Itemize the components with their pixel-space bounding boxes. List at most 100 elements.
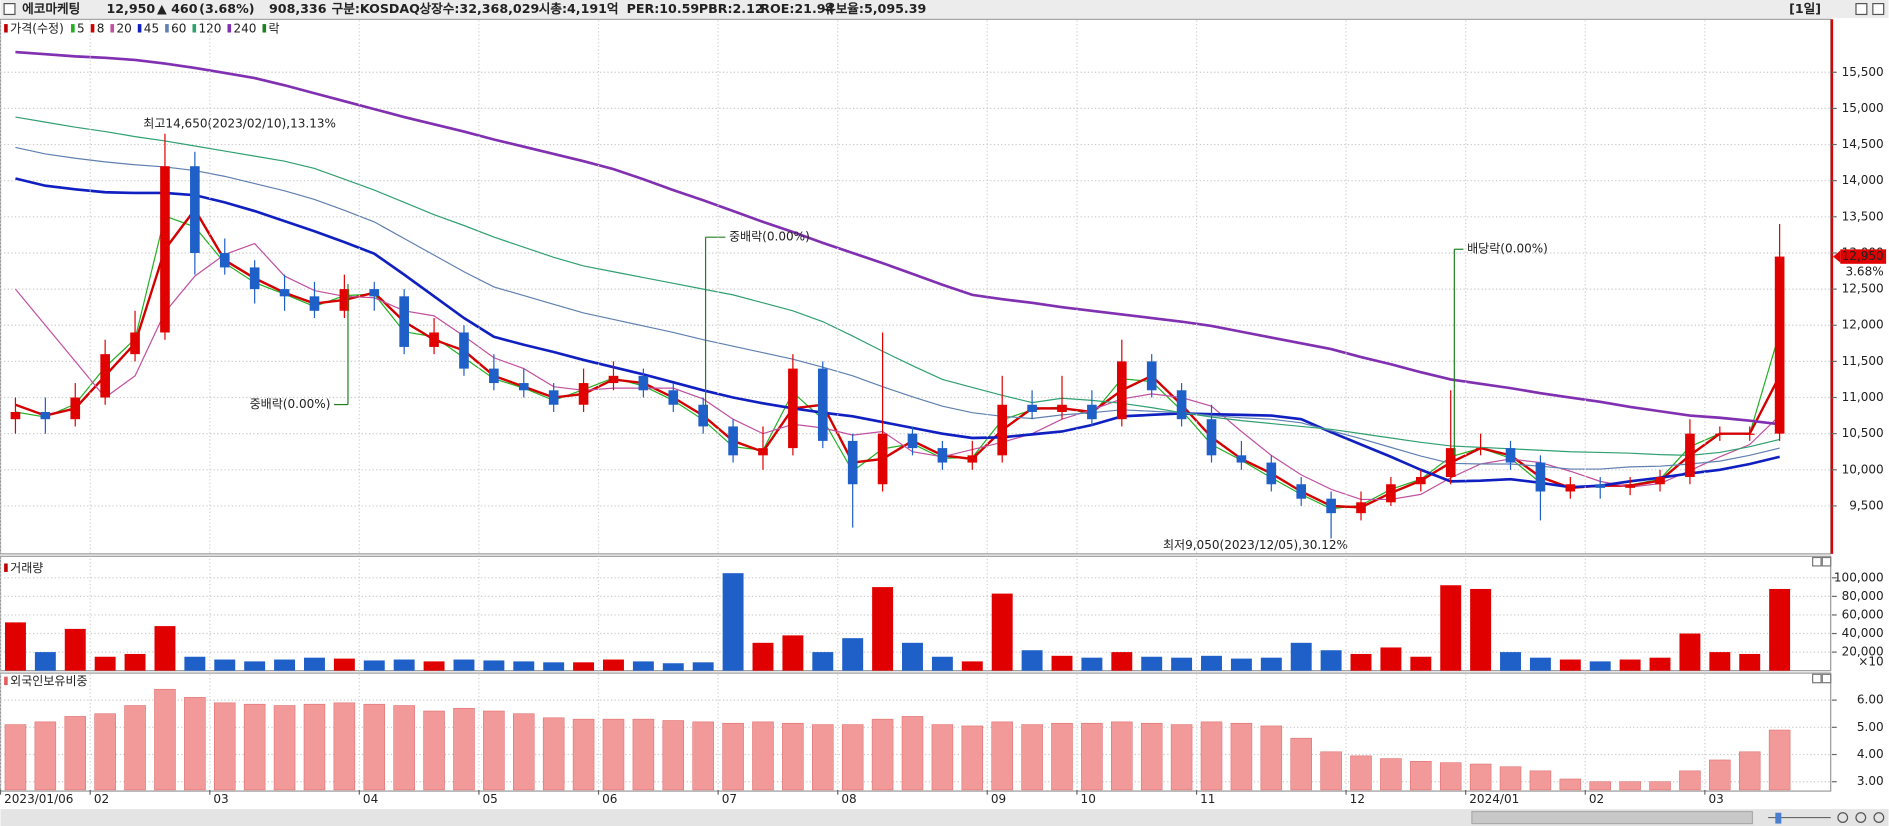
bar bbox=[453, 659, 475, 671]
annotation: 최저9,050(2023/12/05),30.12% bbox=[1163, 538, 1348, 552]
candle-body bbox=[1744, 433, 1755, 435]
bar bbox=[931, 724, 954, 791]
bar bbox=[1201, 655, 1222, 671]
x-tick-label: 02 bbox=[1589, 792, 1604, 806]
bar bbox=[4, 622, 26, 671]
bar bbox=[34, 652, 56, 671]
bar bbox=[333, 658, 355, 671]
bar bbox=[1320, 751, 1342, 791]
bar bbox=[303, 657, 325, 671]
bar bbox=[901, 716, 924, 791]
y-tick-label: 4.00 bbox=[1857, 747, 1884, 761]
bar bbox=[363, 703, 386, 791]
bar bbox=[692, 721, 714, 791]
legend-swatch bbox=[227, 24, 232, 33]
bar bbox=[1559, 778, 1582, 791]
scroll-thumb[interactable] bbox=[1471, 810, 1754, 825]
legend-swatch bbox=[137, 24, 142, 33]
panel-button[interactable] bbox=[1821, 556, 1832, 567]
bar bbox=[1679, 770, 1701, 791]
x-tick-label: 04 bbox=[363, 792, 378, 806]
header-reserve: 유보율:5,095.39 bbox=[824, 1, 926, 16]
bar bbox=[124, 653, 146, 671]
bar bbox=[603, 659, 624, 671]
candle-body bbox=[1595, 484, 1606, 488]
bar bbox=[1141, 656, 1163, 671]
panel-button[interactable] bbox=[1812, 673, 1822, 684]
bar bbox=[632, 661, 654, 671]
candle-body bbox=[997, 404, 1008, 456]
bar bbox=[1709, 759, 1731, 791]
candle-body bbox=[1087, 404, 1097, 420]
bar bbox=[692, 662, 714, 671]
candle-body bbox=[489, 368, 499, 384]
bar bbox=[1500, 652, 1521, 671]
window-close-button[interactable] bbox=[1872, 3, 1885, 16]
legend-label: 240 bbox=[234, 21, 257, 35]
y-tick-label: 5.00 bbox=[1857, 720, 1884, 734]
x-tick-label: 2023/01/06 bbox=[4, 792, 73, 806]
ma-line bbox=[15, 146, 1780, 470]
candle-body bbox=[1475, 448, 1486, 450]
x-tick-label: 05 bbox=[483, 792, 498, 806]
bar bbox=[1290, 737, 1312, 791]
candle-body bbox=[399, 296, 409, 347]
candle-body bbox=[578, 383, 589, 405]
candle-body bbox=[1236, 455, 1247, 463]
header-bar bbox=[0, 0, 1889, 19]
candle-body bbox=[339, 289, 350, 311]
bar bbox=[1440, 585, 1462, 671]
window-min-button[interactable] bbox=[1855, 3, 1868, 16]
legend-swatch bbox=[90, 24, 95, 33]
y-tick-label: 10,500 bbox=[1842, 426, 1884, 440]
legend-swatch bbox=[262, 24, 267, 33]
panel-button[interactable] bbox=[1821, 673, 1832, 684]
candle-body bbox=[1445, 448, 1456, 478]
x-tick-label: 03 bbox=[213, 792, 228, 806]
ma-line bbox=[15, 50, 1780, 426]
candle-body bbox=[1505, 448, 1516, 463]
header-market: 구분:KOSDAQ bbox=[332, 1, 421, 16]
bar bbox=[961, 725, 984, 791]
candle-body bbox=[429, 332, 439, 347]
bar bbox=[184, 656, 206, 671]
candle-body bbox=[967, 455, 978, 463]
zoom-reset-button[interactable] bbox=[1873, 812, 1885, 823]
bar bbox=[423, 661, 445, 671]
bar bbox=[1290, 642, 1312, 671]
header-price: 12,950 bbox=[106, 1, 155, 16]
bar bbox=[1439, 762, 1462, 791]
annotation: 중배락(0.00%) bbox=[250, 397, 331, 411]
bar bbox=[274, 659, 296, 671]
zoom-handle[interactable] bbox=[1775, 812, 1782, 824]
bar bbox=[1470, 588, 1492, 671]
ma-line bbox=[15, 177, 1780, 489]
bar bbox=[752, 721, 774, 791]
bar bbox=[1679, 633, 1701, 671]
bar bbox=[64, 716, 87, 791]
candle-body bbox=[459, 332, 469, 369]
y-tick-label: 11,500 bbox=[1842, 354, 1884, 368]
bar bbox=[662, 720, 685, 791]
bar bbox=[423, 710, 445, 791]
annotation: 중배락(0.00%) bbox=[729, 230, 810, 244]
header-period: [1일] bbox=[1789, 1, 1821, 16]
candle-body bbox=[758, 448, 768, 456]
checkbox[interactable] bbox=[3, 3, 16, 16]
panel-title: 거래량 bbox=[10, 561, 43, 575]
candle-body bbox=[369, 289, 380, 297]
candle-body bbox=[10, 411, 21, 420]
y-tick-label: 3.00 bbox=[1857, 774, 1884, 788]
candle-body bbox=[1296, 484, 1307, 499]
zoom-in-button[interactable] bbox=[1855, 812, 1867, 823]
header-roe: ROE:21.94 bbox=[760, 1, 834, 16]
zoom-out-button[interactable] bbox=[1837, 812, 1849, 823]
bar bbox=[1709, 652, 1731, 671]
panel-button[interactable] bbox=[1812, 556, 1822, 567]
candle-body bbox=[877, 433, 888, 485]
candle-body bbox=[728, 426, 738, 456]
bar bbox=[572, 718, 595, 791]
bar bbox=[842, 638, 864, 671]
legend-swatch bbox=[110, 24, 115, 33]
candle-body bbox=[1685, 433, 1695, 478]
